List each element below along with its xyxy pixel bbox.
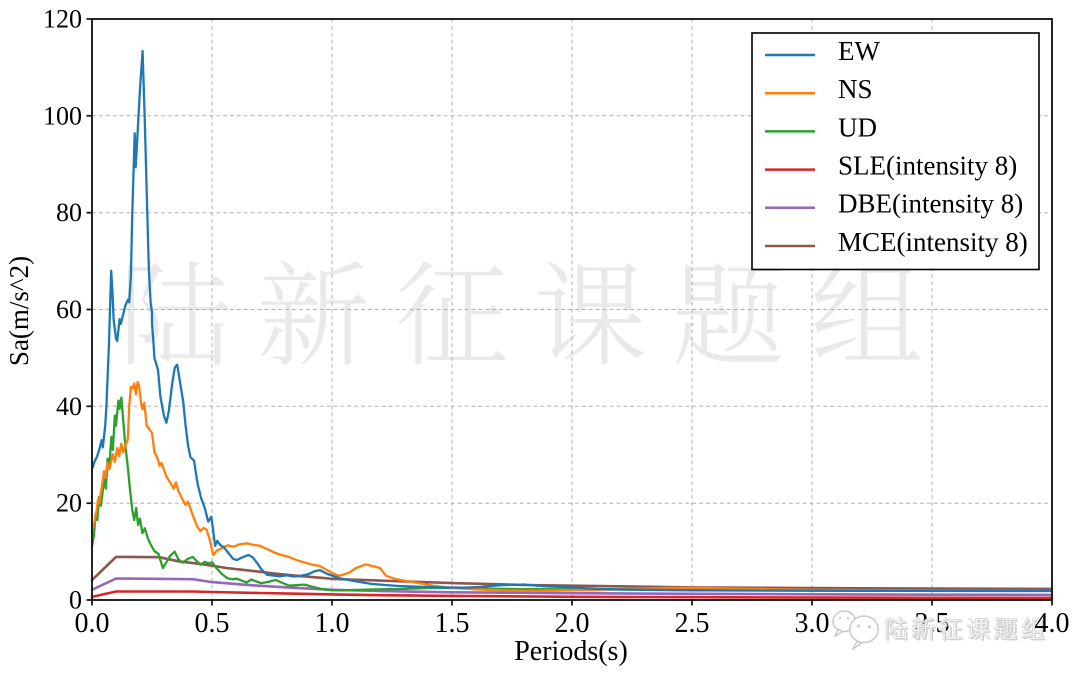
svg-text:SLE(intensity 8): SLE(intensity 8) — [838, 151, 1017, 181]
svg-text:0: 0 — [69, 586, 82, 615]
svg-text:Periods(s): Periods(s) — [514, 636, 628, 667]
svg-text:0.5: 0.5 — [195, 608, 230, 639]
svg-text:1.5: 1.5 — [435, 608, 470, 639]
svg-text:UD: UD — [838, 112, 877, 142]
svg-text:2.5: 2.5 — [675, 608, 710, 639]
svg-text:2.0: 2.0 — [555, 608, 590, 639]
svg-text:120: 120 — [43, 5, 82, 34]
svg-text:EW: EW — [838, 36, 880, 66]
svg-text:1.0: 1.0 — [315, 608, 350, 639]
svg-text:100: 100 — [43, 101, 82, 130]
svg-text:40: 40 — [56, 392, 82, 421]
svg-text:NS: NS — [838, 74, 873, 104]
svg-text:Sa(m/s^2): Sa(m/s^2) — [4, 256, 34, 366]
svg-text:MCE(intensity 8): MCE(intensity 8) — [838, 227, 1028, 257]
svg-text:DBE(intensity 8): DBE(intensity 8) — [838, 189, 1023, 219]
svg-text:3.0: 3.0 — [795, 608, 830, 639]
svg-text:0.0: 0.0 — [75, 608, 110, 639]
svg-text:80: 80 — [56, 198, 82, 227]
svg-text:60: 60 — [56, 295, 82, 324]
svg-text:4.0: 4.0 — [1035, 608, 1070, 639]
svg-text:20: 20 — [56, 489, 82, 518]
